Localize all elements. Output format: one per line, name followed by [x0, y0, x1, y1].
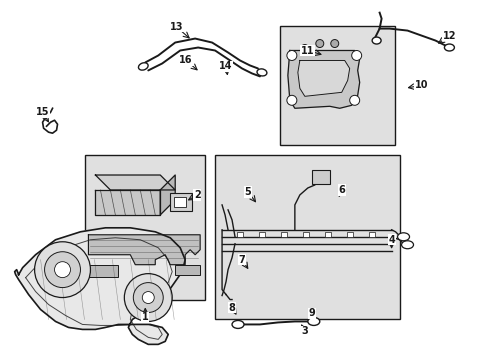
- Text: 15: 15: [36, 107, 49, 117]
- Text: 4: 4: [387, 235, 394, 245]
- Bar: [259, 232, 264, 237]
- Text: 12: 12: [442, 31, 455, 41]
- Text: 11: 11: [301, 45, 314, 55]
- Circle shape: [351, 50, 361, 60]
- Circle shape: [349, 95, 359, 105]
- Circle shape: [124, 274, 172, 321]
- Text: 6: 6: [338, 185, 345, 195]
- Bar: [302, 232, 308, 237]
- Text: 16: 16: [179, 55, 193, 66]
- Circle shape: [286, 50, 296, 60]
- Text: 1: 1: [142, 312, 148, 323]
- Bar: [170, 193, 192, 211]
- Ellipse shape: [397, 233, 408, 241]
- Circle shape: [55, 262, 70, 278]
- Bar: [174, 197, 186, 207]
- Text: 14: 14: [219, 62, 232, 71]
- Polygon shape: [160, 175, 175, 215]
- Bar: [175, 265, 200, 275]
- Bar: [311, 170, 329, 184]
- Ellipse shape: [232, 320, 244, 328]
- Text: 5: 5: [244, 187, 251, 197]
- Bar: [85, 155, 204, 300]
- Circle shape: [315, 40, 323, 48]
- Circle shape: [35, 242, 90, 298]
- Ellipse shape: [401, 241, 413, 249]
- Circle shape: [300, 45, 308, 53]
- Circle shape: [142, 292, 154, 303]
- Bar: [280, 232, 286, 237]
- Text: 2: 2: [193, 190, 200, 200]
- Ellipse shape: [444, 44, 453, 51]
- Polygon shape: [287, 50, 359, 108]
- Polygon shape: [88, 235, 200, 265]
- Text: 8: 8: [228, 302, 235, 312]
- Text: 3: 3: [301, 327, 307, 336]
- Circle shape: [330, 40, 338, 48]
- Text: 10: 10: [414, 80, 427, 90]
- Circle shape: [133, 283, 163, 312]
- Bar: [88, 265, 118, 276]
- Ellipse shape: [307, 318, 319, 325]
- Text: 13: 13: [169, 22, 183, 32]
- Ellipse shape: [138, 63, 148, 70]
- Bar: [346, 232, 352, 237]
- Ellipse shape: [371, 37, 380, 44]
- Text: 7: 7: [238, 255, 245, 265]
- Bar: [237, 232, 243, 237]
- Circle shape: [286, 95, 296, 105]
- Bar: [279, 26, 394, 145]
- Circle shape: [44, 252, 81, 288]
- Bar: [324, 232, 330, 237]
- Polygon shape: [95, 190, 160, 215]
- Polygon shape: [15, 228, 185, 345]
- Text: 9: 9: [308, 309, 315, 319]
- Polygon shape: [95, 175, 175, 190]
- Ellipse shape: [257, 69, 266, 76]
- Bar: [368, 232, 374, 237]
- Bar: [215, 155, 399, 319]
- Polygon shape: [297, 60, 349, 96]
